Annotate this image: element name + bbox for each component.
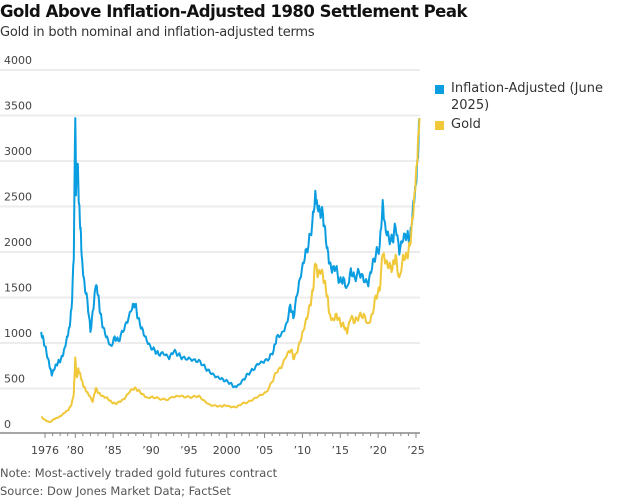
gridlines: [0, 69, 420, 390]
series-lines: [40, 117, 421, 423]
chart-subtitle: Gold in both nominal and inflation-adjus…: [0, 25, 315, 40]
x-tick-label: ’15: [332, 444, 350, 457]
y-tick-label: 1500: [4, 282, 32, 295]
y-tick-label: 1000: [4, 327, 32, 340]
legend-label: Inflation-Adjusted (June 2025): [451, 81, 603, 113]
chart-source: Source: Dow Jones Market Data; FactSet: [0, 484, 231, 498]
x-tick-label: ’05: [256, 444, 274, 457]
x-tick-label: ’85: [104, 444, 122, 457]
x-tick-label: ’95: [180, 444, 198, 457]
y-tick-label: 3000: [4, 145, 32, 158]
legend: Inflation-Adjusted (June 2025) Gold: [435, 80, 620, 135]
x-tick-label: ’80: [67, 444, 85, 457]
legend-label: Gold: [451, 117, 481, 132]
series-line-inflation-adjusted: [40, 117, 421, 389]
series-line-gold: [41, 118, 421, 423]
chart-note: Note: Most-actively traded gold futures …: [0, 466, 278, 480]
y-tick-label: 2000: [4, 236, 32, 249]
legend-item-inflation-adjusted[interactable]: Inflation-Adjusted (June 2025): [435, 80, 620, 114]
y-tick-label: 3500: [4, 100, 32, 113]
chart-title: Gold Above Inflation-Adjusted 1980 Settl…: [0, 2, 467, 21]
y-tick-label: 2500: [4, 191, 32, 204]
x-tick-label: ’25: [407, 444, 425, 457]
x-tick-label: ’90: [142, 444, 160, 457]
y-axis-labels: 0 500 1000 1500 2000 2500 3000 3500 4000: [4, 54, 32, 431]
x-tick-label: 1976: [31, 444, 59, 457]
y-tick-label: 500: [4, 373, 25, 386]
y-tick-label: 0: [4, 418, 11, 431]
y-tick-label: 4000: [4, 54, 32, 67]
x-tick-label: 2000: [213, 444, 241, 457]
x-tick-label: ’10: [294, 444, 312, 457]
x-tick-label: ’20: [369, 444, 387, 457]
legend-swatch-gold-icon: [435, 121, 444, 130]
legend-item-gold[interactable]: Gold: [435, 116, 620, 133]
legend-swatch-blue-icon: [435, 85, 444, 94]
x-axis: 1976 ’80 ’85 ’90 ’95 2000 ’05 ’10 ’15 ’20 ’25: [0, 432, 425, 457]
